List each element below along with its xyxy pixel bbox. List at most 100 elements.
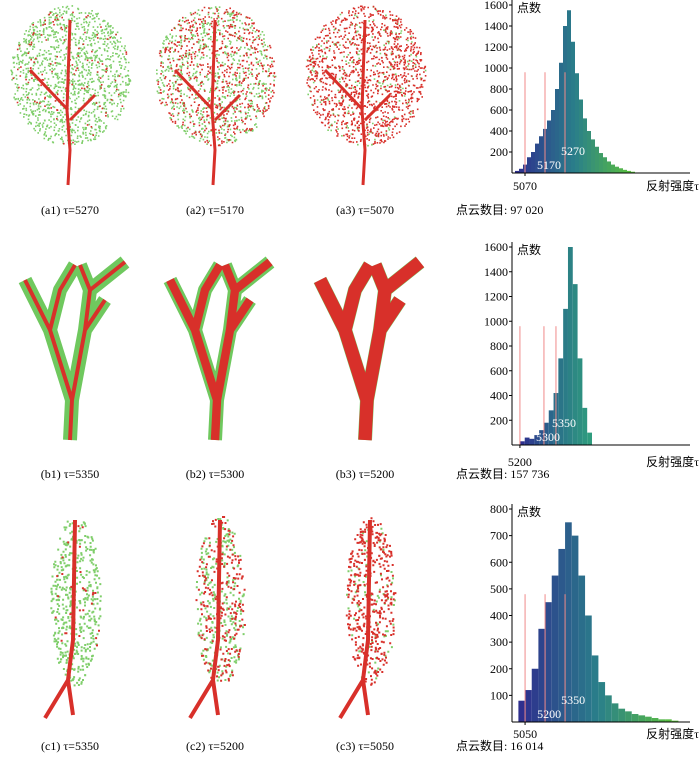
histogram-bar bbox=[638, 715, 646, 722]
histogram-bar bbox=[631, 171, 635, 173]
histogram-bar bbox=[625, 711, 632, 722]
histogram-bar bbox=[572, 284, 578, 445]
histogram-bar bbox=[651, 718, 659, 722]
tree-points-red bbox=[345, 517, 397, 686]
histogram-bar bbox=[567, 247, 573, 445]
histogram-bar bbox=[545, 602, 552, 722]
caption: (a1) τ=5270 bbox=[41, 203, 99, 217]
tree-trunk bbox=[43, 519, 77, 720]
histogram-bar bbox=[579, 99, 583, 173]
histogram-bar bbox=[585, 615, 592, 722]
y-tick-label: 200 bbox=[490, 413, 508, 427]
histogram-bar bbox=[583, 118, 587, 173]
histogram-bar bbox=[519, 441, 525, 445]
histogram-bar bbox=[607, 161, 611, 173]
y-axis-label: 点数 bbox=[517, 504, 541, 519]
y-axis-label: 点数 bbox=[517, 0, 541, 15]
histogram-bar bbox=[529, 438, 535, 445]
histogram-bar bbox=[587, 131, 591, 173]
threshold-label: 5350 bbox=[552, 416, 576, 430]
histogram-bar bbox=[603, 157, 607, 173]
histogram-bar bbox=[543, 422, 549, 445]
histogram-bar bbox=[631, 714, 639, 722]
y-tick-label: 400 bbox=[490, 609, 508, 623]
histogram-bar bbox=[611, 703, 619, 722]
tree-trunk bbox=[188, 519, 222, 720]
tree-branches-green bbox=[18, 256, 130, 441]
y-tick-label: 800 bbox=[490, 339, 508, 353]
y-tick-label: 800 bbox=[490, 82, 508, 96]
histogram-bar bbox=[627, 170, 631, 173]
histogram-bar bbox=[527, 157, 531, 173]
y-tick-label: 600 bbox=[490, 103, 508, 117]
histogram-bar bbox=[571, 41, 575, 173]
caption: (a3) τ=5070 bbox=[336, 203, 394, 217]
histogram-bar bbox=[563, 308, 568, 445]
tree-trunk bbox=[28, 19, 97, 186]
threshold-label: 5270 bbox=[561, 144, 585, 158]
histogram-bar bbox=[535, 143, 539, 173]
histogram-bar bbox=[582, 407, 588, 445]
threshold-label: 5200 bbox=[537, 707, 561, 721]
y-tick-label: 600 bbox=[490, 555, 508, 569]
x-tick-label: 5070 bbox=[513, 179, 537, 193]
histogram-bar bbox=[658, 719, 666, 722]
histogram-bar bbox=[525, 690, 532, 722]
histogram-bar bbox=[577, 358, 583, 445]
histogram-bar bbox=[534, 435, 540, 445]
y-tick-label: 1400 bbox=[484, 19, 508, 33]
tree-branches-red bbox=[166, 258, 273, 441]
y-tick-label: 400 bbox=[490, 124, 508, 138]
caption: (c2) τ=5200 bbox=[186, 739, 244, 753]
y-tick-label: 1600 bbox=[484, 240, 508, 254]
y-tick-label: 1200 bbox=[484, 40, 508, 54]
x-axis-label: 反射强度τ bbox=[646, 454, 699, 469]
histogram-bar bbox=[515, 170, 519, 173]
y-tick-label: 700 bbox=[490, 529, 508, 543]
histogram-bar bbox=[547, 120, 551, 173]
histogram-bar bbox=[558, 358, 564, 445]
histogram-bar bbox=[591, 139, 595, 173]
y-tick-label: 600 bbox=[490, 364, 508, 378]
y-tick-label: 300 bbox=[490, 635, 508, 649]
caption: (b2) τ=5300 bbox=[186, 467, 245, 481]
histogram-bar bbox=[578, 575, 586, 722]
histogram-bar bbox=[598, 682, 606, 722]
threshold-label: 5170 bbox=[537, 158, 561, 172]
y-axis-label: 点数 bbox=[517, 242, 541, 257]
y-tick-label: 800 bbox=[490, 502, 508, 516]
histogram-bar bbox=[665, 719, 672, 722]
y-tick-label: 1600 bbox=[484, 0, 508, 12]
histogram-bar bbox=[575, 73, 579, 173]
histogram-bar bbox=[587, 432, 592, 445]
histogram-bar bbox=[531, 668, 539, 722]
y-tick-label: 200 bbox=[490, 662, 508, 676]
histogram-bar bbox=[551, 110, 555, 173]
x-axis-label: 反射强度τ bbox=[646, 726, 699, 741]
y-tick-label: 1200 bbox=[484, 290, 508, 304]
histogram-bar bbox=[595, 146, 599, 173]
y-tick-label: 400 bbox=[490, 389, 508, 403]
x-axis-label: 反射强度τ bbox=[646, 178, 699, 193]
count-label: 点云数目: 97 020 bbox=[456, 202, 543, 217]
y-tick-label: 200 bbox=[490, 145, 508, 159]
tree-trunk bbox=[173, 19, 242, 186]
y-tick-label: 500 bbox=[490, 582, 508, 596]
histogram-bar bbox=[565, 522, 572, 722]
histogram-bar bbox=[671, 720, 679, 722]
count-label: 点云数目: 16 014 bbox=[456, 738, 543, 753]
histogram-bar bbox=[599, 153, 603, 173]
caption: (b1) τ=5350 bbox=[41, 467, 100, 481]
tree-branches-red bbox=[314, 256, 425, 441]
histogram-bar bbox=[623, 169, 627, 173]
histogram-bar bbox=[538, 628, 546, 722]
count-label: 点云数目: 157 736 bbox=[456, 466, 549, 481]
histogram-bar bbox=[555, 89, 559, 173]
histogram-bar bbox=[615, 166, 619, 173]
y-tick-label: 100 bbox=[490, 688, 508, 702]
histogram-bar bbox=[618, 708, 626, 722]
histogram-bar bbox=[559, 62, 563, 173]
threshold-label: 5300 bbox=[536, 430, 560, 444]
y-tick-label: 1400 bbox=[484, 265, 508, 279]
x-tick-label: 5200 bbox=[508, 455, 532, 469]
